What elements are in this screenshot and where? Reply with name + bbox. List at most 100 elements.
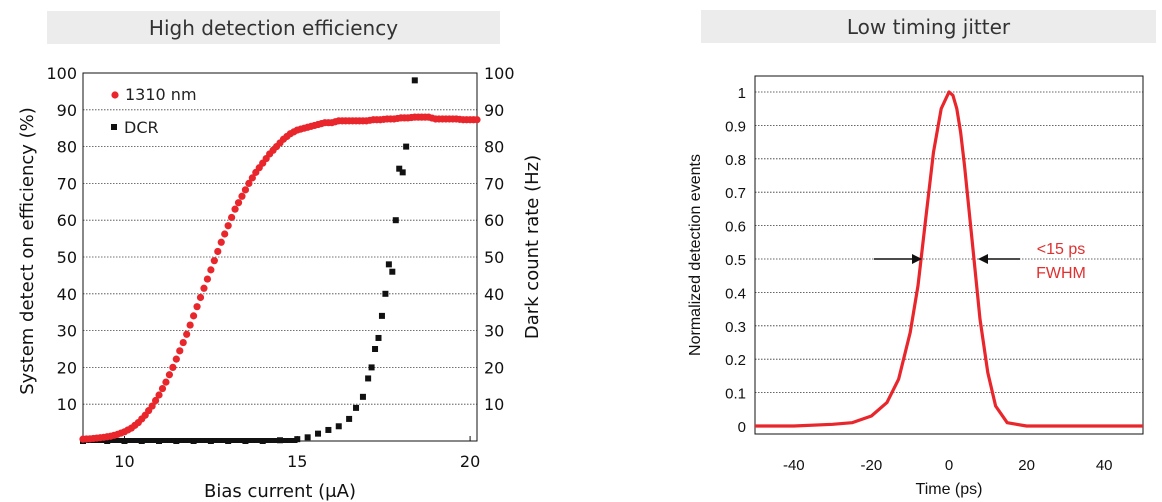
dcr-point [212,438,219,443]
y-tick-label: 30 [57,322,77,341]
efficiency-point [169,363,177,371]
x-axis-title: Bias current (μA) [204,481,356,502]
y-tick-label: 1 [738,85,746,102]
efficiency-point [200,284,208,292]
x-tick-label: 20 [1018,457,1035,474]
y-tick-label: 60 [57,211,77,230]
y-tick-label: 90 [57,101,77,120]
y2-tick-label: 40 [484,285,504,304]
efficiency-point [196,293,205,302]
efficiency-point [231,205,239,213]
dcr-point [283,438,290,443]
y-tick-label: 0.8 [725,152,746,169]
dcr-point [396,165,403,172]
y-tick-label: 70 [57,174,77,193]
dcr-point [125,438,132,443]
y2-axis-title: Dark count rate (Hz) [522,155,543,339]
y-axis-title: Normalized detection events [687,154,704,356]
plot-frame [754,75,1144,435]
y-tick-label: 0.2 [725,352,746,369]
legend-label-dcr: DCR [124,118,159,137]
dcr-point [104,438,111,443]
dcr-point [411,77,418,84]
fwhm-annotation-label: FWHM [1036,265,1086,282]
y2-tick-label: 50 [484,248,504,267]
dcr-point [204,438,211,443]
y2-tick-label: 90 [484,101,504,120]
dcr-point [117,438,124,443]
efficiency-point [151,396,160,405]
dcr-point [187,438,194,443]
y-tick-label: 0.4 [725,285,746,302]
dcr-point [167,438,174,443]
efficiency-point [203,275,212,283]
dcr-point [274,438,281,443]
efficiency-chart: 10 10 20 20 30 30 40 40 50 50 60 60 70 70 80 80 90 90 100 1… [17,64,543,502]
dcr-point [241,438,248,443]
dcr-point [158,438,165,443]
y2-tick-label: 100 [484,64,515,83]
dcr-point [368,364,375,371]
dcr-point [399,169,406,176]
efficiency-point [473,116,481,124]
jitter-chart: 0 0.1 0.2 0.3 0.4 0.5 0.6 0.7 0.8 0.9 1 -40 -20 0 20 40… [687,75,1144,498]
dcr-point [233,438,240,443]
efficiency-point [214,247,222,256]
y-tick-label: 40 [57,285,77,304]
x-tick-label: -20 [861,457,883,474]
dcr-point [129,438,136,443]
dcr-point [196,438,203,443]
dcr-point [221,438,228,443]
y-tick-label: 100 [46,64,77,83]
efficiency-point [241,186,250,194]
efficiency-point [179,338,187,347]
dcr-point [142,438,149,443]
efficiency-point [155,391,163,399]
dcr-point [304,434,311,441]
left-panel-title: High detection efficiency [47,11,500,44]
y-tick-label: 10 [57,395,77,414]
efficiency-point [245,179,253,187]
y2-tick-label: 60 [484,211,504,230]
dcr-point [109,438,116,443]
y-tick-label: 50 [57,248,77,267]
dcr-point [279,438,286,443]
y-tick-label: 80 [57,138,77,157]
efficiency-point [217,238,225,246]
dcr-point [113,438,120,443]
fwhm-annotation-value: <15 ps [1037,241,1085,258]
dcr-point [191,438,198,443]
dcr-point [229,438,236,443]
dcr-point [335,423,342,430]
dcr-point [138,438,145,443]
y-tick-label: 0.7 [725,185,746,202]
y2-tick-label: 80 [484,138,504,157]
dcr-point [270,438,277,443]
dcr-point [385,261,392,268]
right-panel-title: Low timing jitter [701,10,1156,43]
y-tick-label: 0.9 [725,118,746,135]
dcr-point [150,438,157,443]
dcr-point [359,393,366,400]
efficiency-point [207,266,215,274]
dcr-point [254,438,261,443]
efficiency-point [172,355,180,363]
dcr-point [353,404,360,411]
dcr-point [375,334,382,341]
dcr-point [346,415,353,422]
dcr-point [258,438,265,443]
dcr-point [325,426,332,433]
efficiency-point [158,384,167,393]
efficiency-point [193,303,201,311]
y-tick-label: 0.5 [725,252,746,269]
efficiency-point [210,257,218,265]
efficiency-point [183,330,191,338]
y2-tick-label: 20 [484,358,504,377]
dcr-point [291,438,298,443]
dcr-point [208,438,215,443]
dcr-point [382,290,389,297]
x-axis-title: Time (ps) [916,481,983,498]
dcr-point [225,438,232,443]
dcr-point [121,438,128,443]
y-tick-label: 20 [57,358,77,377]
